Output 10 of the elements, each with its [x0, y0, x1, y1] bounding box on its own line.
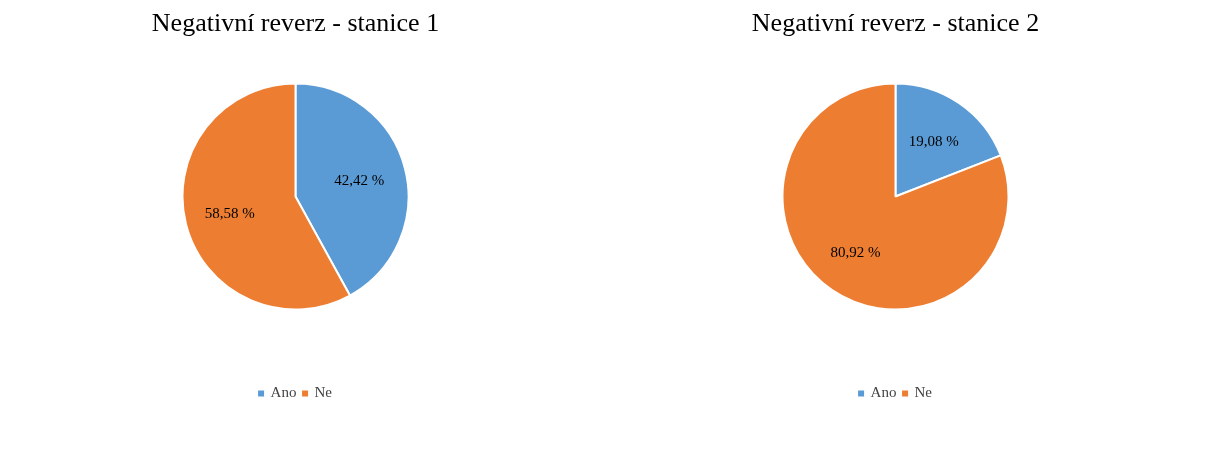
legend-label: Ne — [914, 384, 933, 401]
chart-title: Negativní reverz - stanice 2 — [751, 7, 1040, 37]
legend-label: Ano — [870, 384, 897, 401]
data-label: 42,42 % — [334, 171, 385, 188]
chart-title: Negativní reverz - stanice 1 — [151, 7, 440, 37]
data-label: 19,08 % — [908, 132, 959, 149]
data-label: 80,92 % — [830, 244, 881, 261]
legend-label: Ne — [314, 384, 333, 401]
legend-label: Ano — [270, 384, 297, 401]
data-label: 58,58 % — [204, 205, 255, 222]
